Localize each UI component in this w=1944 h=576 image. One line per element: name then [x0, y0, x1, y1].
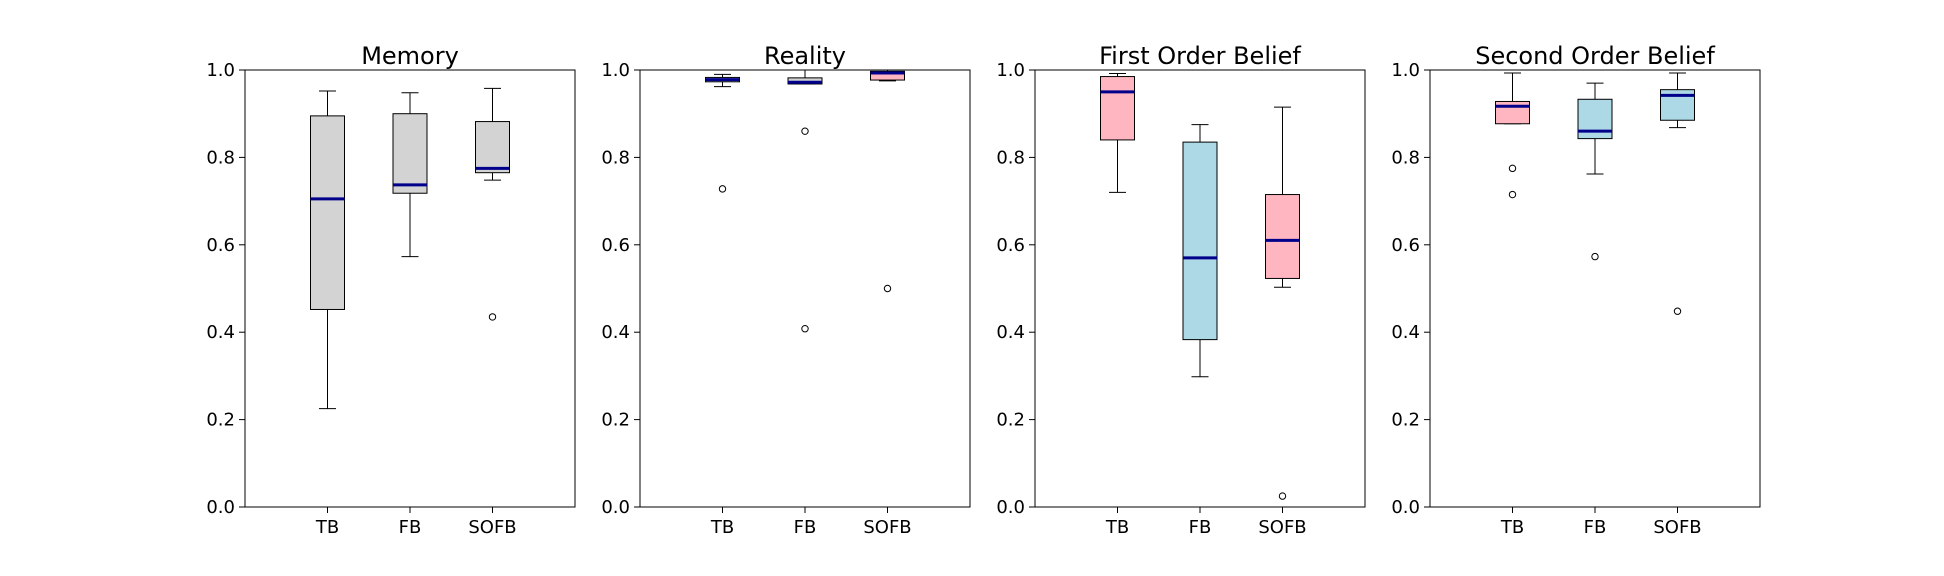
y-tick-label: 0.0 — [206, 497, 235, 518]
iqr-box — [1265, 194, 1300, 279]
box-tb — [1495, 72, 1530, 199]
iqr-box — [1182, 141, 1218, 341]
iqr-box — [310, 115, 345, 310]
y-tick-label: 1.0 — [996, 60, 1025, 81]
iqr-box — [1100, 76, 1135, 141]
box-fb — [787, 69, 823, 333]
panel-title: First Order Belief — [1099, 42, 1301, 70]
outlier-point — [1673, 307, 1682, 315]
box-sofb — [870, 69, 905, 293]
y-tick-label: 0.0 — [601, 497, 630, 518]
y-tick-label: 1.0 — [1391, 60, 1420, 81]
x-tick-label: SOFB — [468, 517, 516, 538]
x-tick-label: TB — [710, 517, 734, 538]
outlier-point — [1278, 492, 1287, 500]
y-tick-label: 0.4 — [996, 322, 1025, 343]
outlier-point — [1508, 190, 1517, 199]
x-tick-label: FB — [399, 517, 422, 538]
panel-4: Second Order Belief 0.0 0.2 0.4 0.6 0.8 1.0 TB F… — [1391, 42, 1761, 538]
panel-title: Second Order Belief — [1475, 42, 1715, 70]
axes-frame — [1034, 69, 1366, 508]
y-tick-label: 0.2 — [206, 410, 235, 431]
iqr-box — [392, 113, 428, 194]
panel-title: Memory — [361, 42, 459, 70]
y-tick-label: 0.8 — [206, 147, 235, 168]
x-tick-label: SOFB — [863, 517, 911, 538]
y-tick-label: 0.6 — [206, 235, 235, 256]
y-tick-label: 0.6 — [996, 235, 1025, 256]
box-fb — [392, 92, 428, 258]
x-tick-label: TB — [1500, 517, 1524, 538]
outlier-point — [488, 313, 497, 321]
y-tick-label: 0.2 — [601, 410, 630, 431]
x-tick-label: TB — [315, 517, 339, 538]
y-tick-label: 0.4 — [206, 322, 235, 343]
outlier-point — [801, 127, 809, 135]
outlier-point — [1591, 252, 1599, 261]
iqr-box — [1577, 98, 1613, 140]
x-tick-label: SOFB — [1653, 517, 1701, 538]
box-sofb — [1660, 72, 1695, 315]
y-tick-label: 1.0 — [601, 60, 630, 81]
y-tick-label: 0.8 — [996, 147, 1025, 168]
box-fb — [1577, 82, 1613, 261]
x-tick-label: FB — [794, 517, 817, 538]
y-tick-label: 0.2 — [1391, 410, 1420, 431]
panel-title: Reality — [764, 42, 846, 70]
y-tick-label: 0.2 — [996, 410, 1025, 431]
outlier-point — [718, 185, 727, 193]
y-tick-label: 0.6 — [1391, 235, 1420, 256]
x-tick-label: FB — [1584, 517, 1607, 538]
x-tick-label: SOFB — [1258, 517, 1306, 538]
y-tick-label: 0.6 — [601, 235, 630, 256]
axes-frame — [244, 69, 576, 508]
y-tick-label: 0.0 — [1391, 497, 1420, 518]
iqr-box — [475, 121, 510, 174]
panel-2: Reality 0.0 0.2 0.4 0.6 0.8 1.0 TB FB SOFB — [601, 42, 971, 538]
box-fb — [1182, 124, 1218, 378]
box-tb — [310, 90, 345, 410]
box-tb — [705, 73, 740, 193]
y-tick-label: 0.4 — [1391, 322, 1420, 343]
y-tick-label: 0.8 — [1391, 147, 1420, 168]
box-sofb — [475, 87, 510, 321]
y-tick-label: 0.4 — [601, 322, 630, 343]
outlier-point — [801, 325, 809, 333]
y-tick-label: 0.8 — [601, 147, 630, 168]
outlier-point — [883, 284, 892, 293]
x-tick-label: TB — [1105, 517, 1129, 538]
outlier-point — [1508, 164, 1517, 173]
axes-frame — [639, 69, 971, 508]
x-tick-label: FB — [1189, 517, 1212, 538]
y-tick-label: 1.0 — [206, 60, 235, 81]
box-tb — [1100, 72, 1135, 193]
axes-frame — [1429, 69, 1761, 508]
iqr-box — [870, 70, 905, 81]
panel-3: First Order Belief 0.0 0.2 0.4 0.6 0.8 1.0 TB FB… — [996, 42, 1366, 538]
y-tick-label: 0.0 — [996, 497, 1025, 518]
box-sofb — [1265, 106, 1300, 500]
panel-1: Memory 0.0 0.2 0.4 0.6 0.8 1.0 TB FB SOFB — [206, 42, 576, 538]
